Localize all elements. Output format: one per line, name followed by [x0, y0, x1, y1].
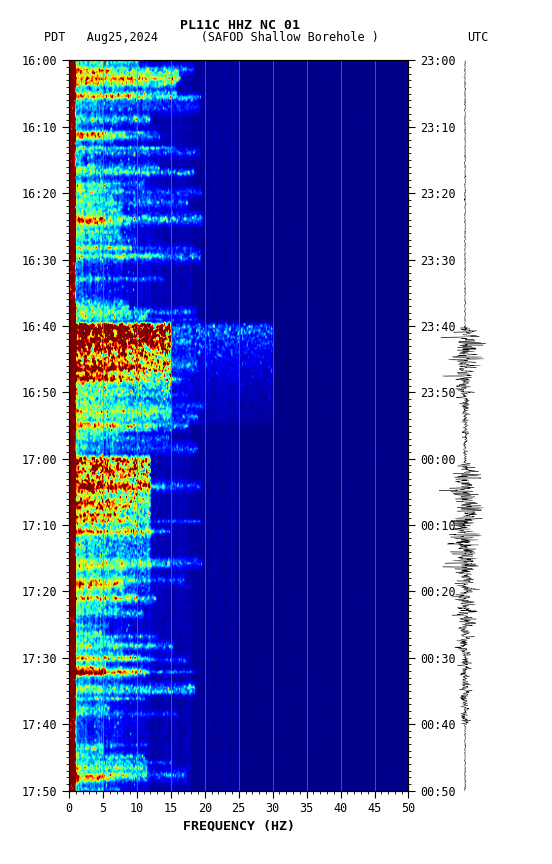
Text: PDT   Aug25,2024      (SAFOD Shallow Borehole ): PDT Aug25,2024 (SAFOD Shallow Borehole ): [44, 31, 379, 44]
X-axis label: FREQUENCY (HZ): FREQUENCY (HZ): [183, 820, 295, 833]
Text: PL11C HHZ NC 01: PL11C HHZ NC 01: [180, 19, 300, 32]
Text: UTC: UTC: [467, 31, 489, 44]
